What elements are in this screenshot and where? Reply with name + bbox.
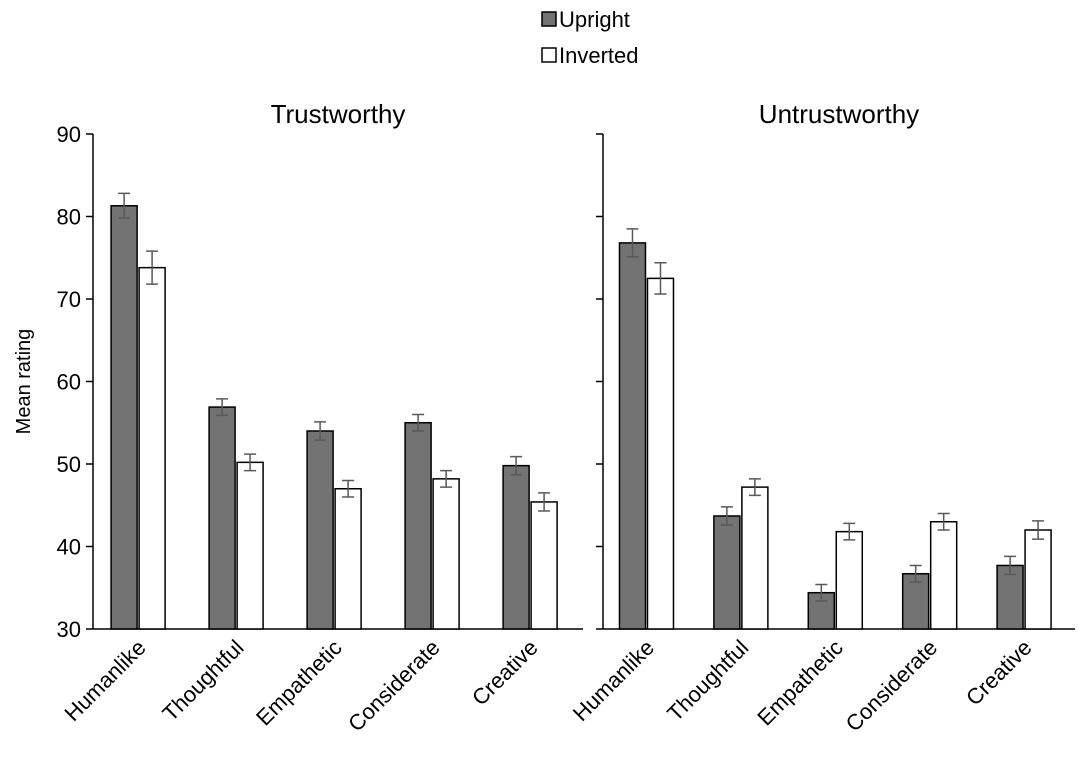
bar bbox=[901, 572, 930, 630]
x-tick-label: Creative bbox=[961, 635, 1037, 711]
legend-label: Upright bbox=[559, 7, 630, 32]
error-bar bbox=[510, 455, 523, 476]
bar bbox=[138, 266, 166, 630]
x-tick-label: Empathetic bbox=[251, 635, 347, 731]
error-bar bbox=[909, 564, 922, 583]
error-bar bbox=[626, 228, 639, 258]
x-tick-label: Humanlike bbox=[568, 635, 659, 726]
error-bar bbox=[146, 250, 159, 285]
error-bar bbox=[314, 421, 327, 441]
bar bbox=[502, 464, 530, 630]
x-tick-label: Creative bbox=[467, 635, 543, 711]
bar bbox=[929, 521, 958, 630]
error-bar bbox=[440, 469, 453, 488]
bar bbox=[208, 406, 236, 630]
error-bar bbox=[815, 583, 828, 602]
error-bar bbox=[1004, 555, 1017, 576]
y-tick-label: 60 bbox=[57, 370, 81, 395]
x-tick-label: Humanlike bbox=[59, 635, 150, 726]
x-tick-label: Thoughtful bbox=[662, 635, 753, 726]
y-tick-label: 80 bbox=[57, 205, 81, 230]
error-bar bbox=[1032, 520, 1045, 540]
error-bar bbox=[538, 492, 551, 512]
y-axis-label: Mean rating bbox=[13, 329, 35, 435]
bar bbox=[1024, 529, 1052, 630]
y-tick-label: 30 bbox=[57, 617, 81, 642]
bar bbox=[530, 501, 558, 630]
error-bar bbox=[654, 261, 667, 295]
bar bbox=[835, 530, 864, 630]
bar bbox=[334, 488, 362, 630]
error-bar bbox=[843, 522, 856, 541]
error-bar bbox=[342, 479, 355, 498]
error-bar bbox=[748, 478, 761, 497]
bar bbox=[713, 515, 741, 630]
bar bbox=[404, 422, 432, 630]
error-bar bbox=[937, 512, 950, 531]
bar bbox=[996, 564, 1024, 630]
y-tick-label: 70 bbox=[57, 287, 81, 312]
bar bbox=[741, 486, 769, 630]
x-tick-label: Empathetic bbox=[752, 635, 848, 731]
legend-swatch bbox=[541, 11, 557, 27]
y-tick-label: 40 bbox=[57, 535, 81, 560]
error-bar bbox=[720, 506, 733, 526]
bar bbox=[236, 461, 264, 630]
y-tick-label: 90 bbox=[57, 122, 81, 147]
legend-label: Inverted bbox=[559, 43, 639, 68]
x-tick-label: Considerate bbox=[841, 635, 943, 737]
panel-title: Untrustworthy bbox=[759, 99, 919, 129]
bar bbox=[646, 277, 675, 630]
legend-swatch bbox=[541, 47, 557, 63]
error-bar bbox=[412, 413, 425, 432]
x-tick-label: Considerate bbox=[343, 635, 445, 737]
error-bar bbox=[244, 453, 257, 472]
y-tick-label: 50 bbox=[57, 452, 81, 477]
bar bbox=[306, 430, 334, 630]
bar bbox=[432, 478, 460, 630]
x-tick-label: Thoughtful bbox=[157, 635, 248, 726]
bar bbox=[618, 242, 647, 630]
error-bar bbox=[216, 398, 229, 417]
panel-title: Trustworthy bbox=[271, 99, 406, 129]
error-bar bbox=[118, 192, 131, 219]
bar bbox=[110, 205, 138, 630]
